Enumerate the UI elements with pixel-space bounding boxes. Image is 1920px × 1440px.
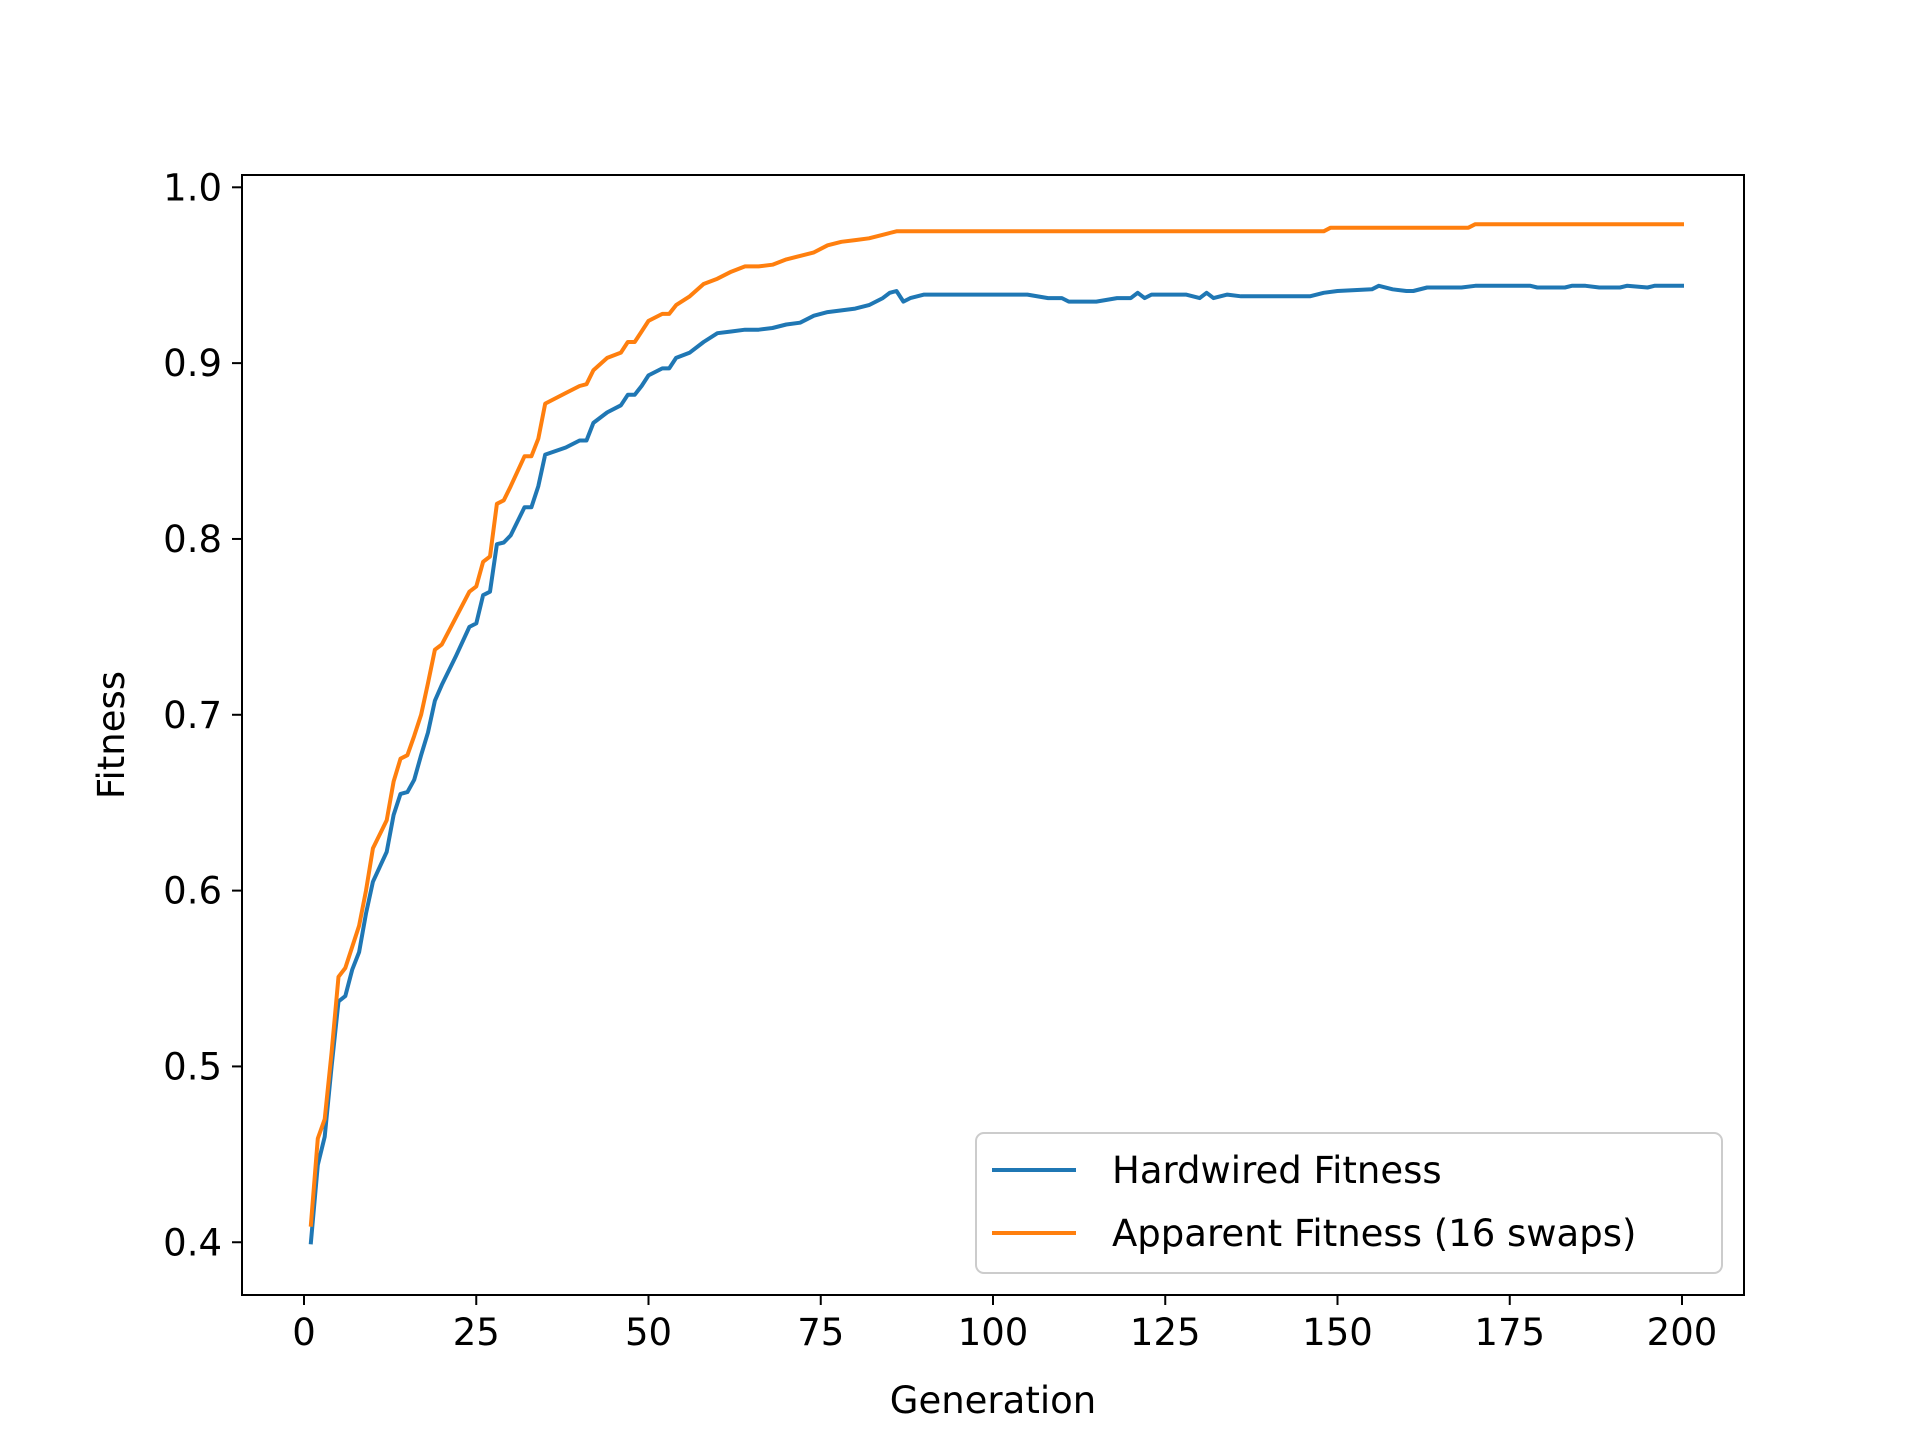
y-axis-label: Fitness	[90, 671, 133, 799]
y-tick-label: 0.6	[163, 870, 222, 913]
plot-area	[241, 174, 1745, 1296]
legend-frame	[975, 1132, 1723, 1274]
y-tick-label: 0.4	[163, 1221, 222, 1264]
y-tick-label: 0.5	[163, 1045, 222, 1088]
legend-label-hardwired: Hardwired Fitness	[1112, 1149, 1442, 1192]
legend: Hardwired Fitness Apparent Fitness (16 s…	[975, 1132, 1723, 1274]
series-layer	[308, 222, 1684, 1245]
y-tick-label: 0.7	[163, 694, 222, 737]
series-line-apparent-fitness	[308, 222, 1684, 1227]
x-axis-label: Generation	[890, 1379, 1096, 1422]
x-tick-label: 75	[797, 1311, 844, 1354]
x-axis-ticks: 0 25 50 75 100 125 150 175 200	[292, 1295, 1717, 1354]
series-line-hardwired-fitness	[308, 283, 1684, 1245]
legend-label-apparent: Apparent Fitness (16 swaps)	[1112, 1212, 1636, 1255]
x-tick-label: 0	[292, 1311, 316, 1354]
x-tick-label: 25	[453, 1311, 500, 1354]
y-tick-label: 1.0	[163, 166, 222, 209]
x-tick-label: 200	[1647, 1311, 1718, 1354]
x-tick-label: 100	[958, 1311, 1029, 1354]
y-tick-label: 0.9	[163, 342, 222, 385]
x-tick-label: 125	[1130, 1311, 1201, 1354]
x-tick-label: 175	[1474, 1311, 1545, 1354]
y-axis-ticks: 0.4 0.5 0.6 0.7 0.8 0.9 1.0	[163, 166, 242, 1264]
x-tick-label: 50	[625, 1311, 672, 1354]
axes-background	[242, 175, 1744, 1295]
y-tick-label: 0.8	[163, 518, 222, 561]
x-tick-label: 150	[1302, 1311, 1373, 1354]
